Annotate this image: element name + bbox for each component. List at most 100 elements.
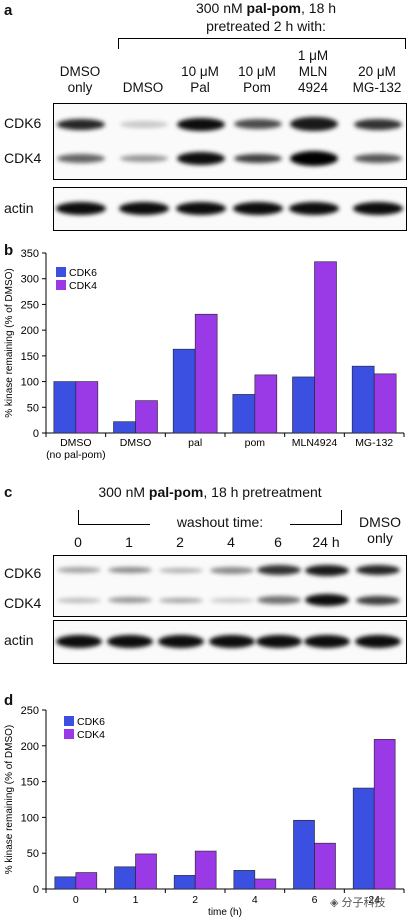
- bar-cdk4: [194, 313, 218, 434]
- actin-band: [233, 201, 283, 215]
- cdk6-band: [159, 567, 203, 573]
- panel-c-lane-label: 6: [274, 534, 282, 550]
- x-tick-label: DMSO: [120, 437, 152, 449]
- panel-c-subtitle: washout time:: [150, 514, 290, 530]
- bar-cdk4: [135, 853, 157, 890]
- x-tick-label: 4: [252, 894, 258, 906]
- watermark-text: 分子科技: [341, 897, 386, 909]
- cdk6-band: [290, 117, 338, 131]
- cdk4-band: [234, 153, 282, 163]
- cdk4-band: [108, 597, 152, 603]
- cdk6-band: [210, 566, 254, 574]
- cdk4-band: [210, 597, 254, 603]
- actin-band: [353, 201, 403, 215]
- cdk6-band: [305, 564, 349, 576]
- y-tick-label: 150: [21, 351, 39, 363]
- panel-a-lane-label-line: Pal: [190, 80, 210, 95]
- x-tick-label: (no pal-pom): [46, 449, 106, 461]
- bar-cdk4: [373, 373, 397, 434]
- panel-a-lane-label-line: MG-132: [352, 80, 402, 95]
- actin-band: [107, 634, 153, 648]
- cdk6-band: [257, 565, 301, 575]
- legend-swatch: [56, 280, 66, 290]
- x-tick-label: pal: [188, 437, 202, 449]
- cdk6-band: [356, 565, 400, 575]
- panel-c-lane-label: 1: [125, 534, 133, 550]
- panel-a-lane-label-line: DMSO: [59, 64, 101, 79]
- panel-c-dmso-only: DMSO only: [348, 514, 412, 546]
- actin-band: [56, 634, 102, 648]
- panel-a-lane-label-line: 10 μM: [181, 64, 219, 79]
- panel-a-lane-label-line: DMSO: [122, 80, 164, 95]
- panel-a-lane-label: 10 μM Pom: [221, 64, 293, 96]
- cdk4-band: [159, 597, 203, 603]
- panel-a-row-label: CDK4: [4, 150, 42, 166]
- watermark-logo: ◈ 分子科技: [330, 894, 386, 910]
- panel-a-title-bold: pal-pom: [246, 0, 301, 16]
- panel-a-lane-label-line: only: [67, 80, 93, 95]
- x-tick-label: MG-132: [355, 437, 393, 449]
- bar-cdk6: [352, 787, 375, 890]
- legend-label: CDK4: [77, 729, 105, 741]
- cdk4-band: [305, 594, 349, 606]
- actin-band: [355, 634, 401, 648]
- panel-c-cdk-blot: [53, 555, 407, 617]
- bar-cdk6: [232, 394, 256, 434]
- bar-cdk6: [54, 876, 77, 890]
- panel-c-title-post: , 18 h pretreatment: [203, 484, 322, 500]
- bar-cdk4: [373, 739, 396, 890]
- panel-a-title-post: , 18 h: [301, 0, 337, 16]
- panel-a-lane-label-line: Pom: [243, 80, 271, 95]
- bar-cdk6: [172, 348, 196, 434]
- bar-cdk4: [194, 850, 217, 890]
- cdk6-band: [57, 118, 105, 130]
- bar-cdk4: [314, 261, 337, 434]
- bar-cdk6: [114, 866, 136, 890]
- actin-band: [158, 634, 204, 648]
- y-tick-label: 200: [21, 741, 39, 753]
- panel-c-actin-blot: [53, 620, 407, 664]
- panel-c-letter: c: [4, 484, 13, 501]
- panel-c-lane-label: 2: [176, 534, 184, 550]
- panel-a-title: 300 nM pal-pom, 18 h: [120, 0, 412, 16]
- actin-band: [256, 634, 302, 648]
- y-tick-label: 50: [27, 402, 39, 414]
- cdk6-band: [120, 120, 168, 128]
- panel-d-chart: 0 50 100 150 200 250 % kinase remaining (% of …: [4, 705, 405, 918]
- x-tick-label: pom: [245, 437, 266, 449]
- bar-cdk6: [53, 381, 77, 434]
- panel-a-title-pre: 300 nM: [195, 0, 247, 16]
- x-tick-label: 1: [133, 894, 139, 906]
- panel-b-letter: b: [4, 242, 14, 259]
- actin-band: [209, 634, 255, 648]
- panel-a-subtitle: pretreated 2 h with:: [206, 18, 326, 34]
- cdk6-band: [354, 118, 402, 130]
- y-tick-label: 0: [33, 884, 39, 896]
- x-tick-label: 0: [73, 894, 79, 906]
- panel-c-row-label: CDK4: [4, 595, 42, 611]
- cdk4-band: [356, 595, 400, 605]
- bar-cdk4: [135, 400, 158, 434]
- panel-a-lane-label-line: 1 μM: [297, 48, 329, 63]
- watermark-icon: ◈: [330, 897, 339, 909]
- panel-c-lane-label: 4: [227, 534, 235, 550]
- legend-label: CDK6: [69, 267, 97, 279]
- bar-cdk4: [314, 842, 336, 890]
- cdk4-band: [257, 596, 301, 604]
- bar-cdk4: [254, 374, 278, 434]
- cdk4-band: [120, 154, 168, 162]
- panel-c-title-bold: pal-pom: [148, 484, 204, 500]
- bar-cdk4: [75, 872, 98, 890]
- legend-label: CDK6: [77, 716, 105, 728]
- legend-swatch: [56, 267, 66, 277]
- bar-cdk6: [113, 421, 136, 434]
- legend-swatch: [64, 729, 74, 739]
- panel-b-chart: 0 50 100 150 200 250 300 350 % kinase remaining …: [4, 248, 405, 461]
- cdk6-band: [177, 117, 225, 131]
- y-tick-label: 100: [21, 377, 39, 389]
- panel-a-lane-label: 20 μM MG-132: [341, 64, 412, 96]
- actin-band: [176, 201, 226, 215]
- x-tick-label: 2: [192, 894, 198, 906]
- panel-a-lane-label-line: 10 μM: [238, 64, 276, 79]
- y-axis-label: % kinase remaining (% of DMSO): [4, 725, 15, 875]
